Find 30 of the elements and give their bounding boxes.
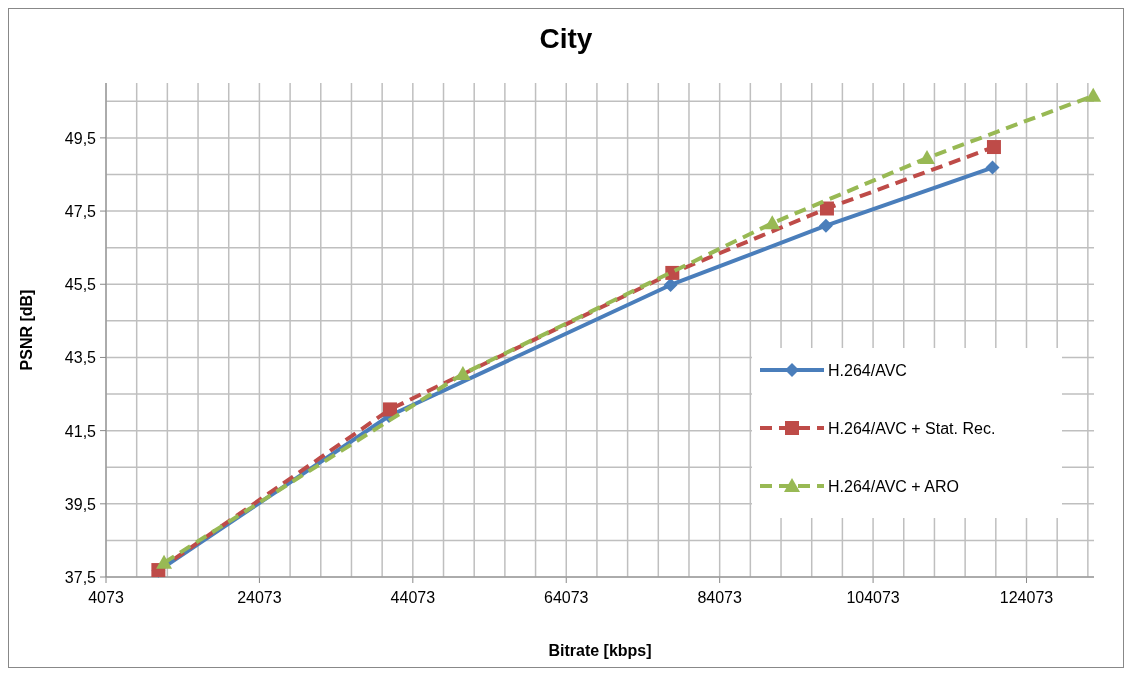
point [663, 277, 678, 292]
legend-label: H.264/AVC [828, 362, 907, 379]
y-tick-label: 41,5 [64, 422, 97, 440]
x-tick-label: 84073 [697, 589, 743, 606]
x-tick-label: 4073 [88, 589, 124, 606]
point [985, 160, 1000, 175]
legend-label: H.264/AVC + Stat. Rec. [828, 420, 996, 437]
point [818, 218, 833, 233]
legend-label: H.264/AVC + ARO [828, 478, 959, 495]
x-tick-label: 44073 [390, 589, 436, 606]
point [918, 150, 935, 165]
y-axis-title: PSNR [dB] [18, 289, 35, 371]
point [1085, 87, 1102, 102]
y-tick-label: 43,5 [64, 349, 97, 367]
point [156, 554, 173, 569]
point [819, 201, 834, 216]
x-tick-label: 104073 [846, 589, 900, 606]
y-tick-label: 47,5 [64, 203, 97, 221]
y-tick-label: 39,5 [64, 495, 97, 513]
y-tick-label: 37,5 [64, 569, 97, 586]
point [986, 140, 1001, 155]
y-tick-label: 45,5 [64, 276, 97, 294]
point [383, 402, 398, 417]
x-axis-title: Bitrate [kbps] [548, 642, 652, 659]
x-tick-label: 24073 [237, 589, 282, 606]
y-tick-label: 49,5 [64, 129, 97, 147]
point [764, 215, 781, 230]
x-tick-label: 124073 [999, 589, 1054, 606]
x-tick-label: 64073 [544, 589, 589, 606]
chart-title: City [539, 23, 593, 54]
